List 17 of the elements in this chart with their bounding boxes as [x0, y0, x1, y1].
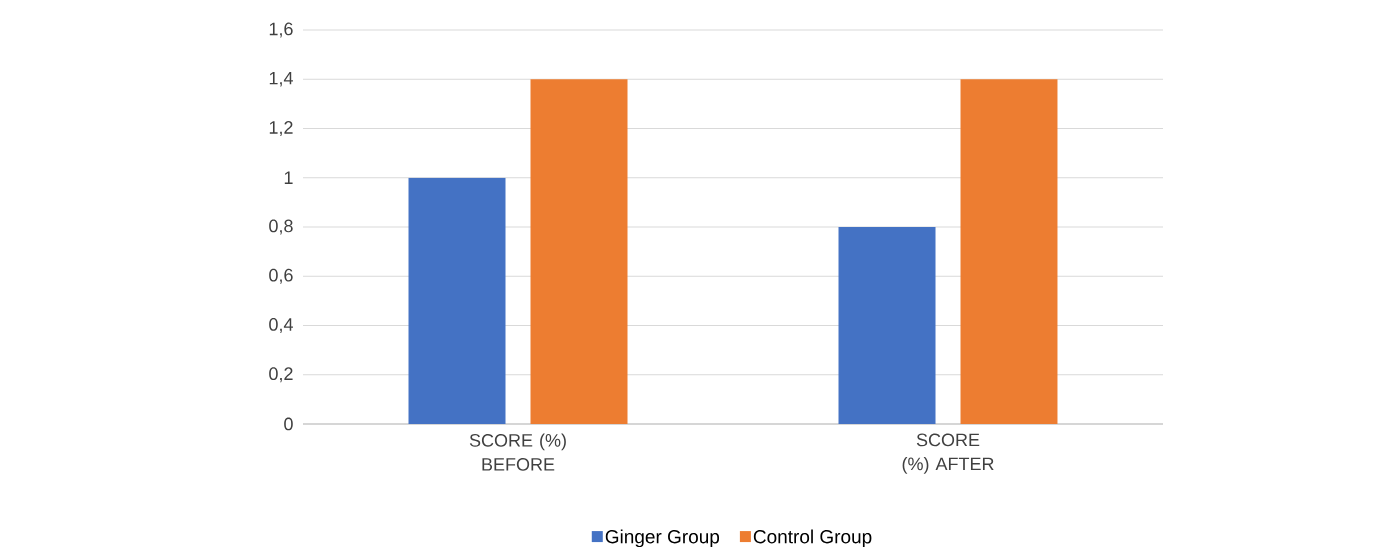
y-tick-label: 1,2	[269, 121, 293, 136]
y-tick-label: 1,4	[269, 71, 293, 87]
y-tick-label: 0,6	[269, 268, 293, 284]
x-tick-label: SCORE (%) BEFORE	[469, 433, 566, 471]
legend-label: Ginger Group	[605, 529, 720, 547]
y-tick-label: 0	[284, 417, 293, 431]
bar	[838, 227, 936, 424]
y-tick-label: 0,4	[269, 318, 293, 333]
x-tick-label: SCORE (%) AFTER	[902, 433, 994, 474]
bar	[960, 79, 1058, 424]
legend-label: Control Group	[753, 529, 872, 547]
y-tick-label: 0,2	[269, 367, 293, 383]
y-tick-label: 1,6	[269, 22, 293, 38]
bar	[530, 79, 628, 424]
y-tick-label: 1	[284, 171, 293, 184]
bar	[408, 177, 506, 424]
y-tick-label: 0,8	[269, 219, 293, 235]
